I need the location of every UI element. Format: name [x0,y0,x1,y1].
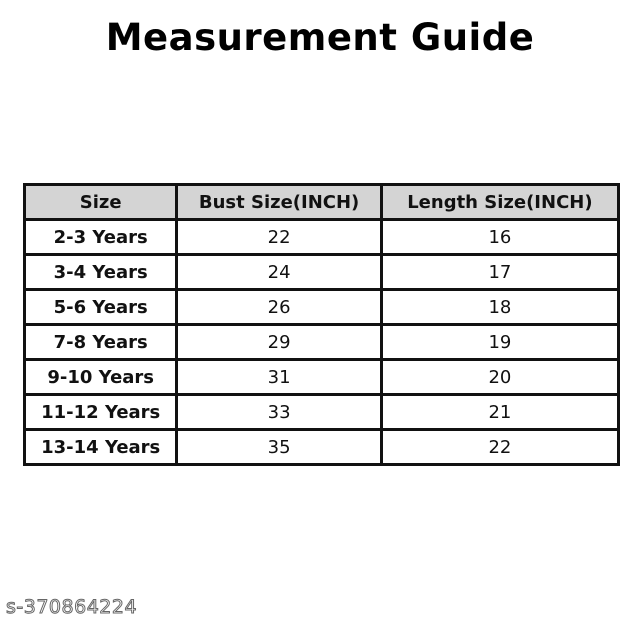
bust-cell: 24 [175,253,383,291]
length-cell: 19 [379,323,621,361]
length-cell: 18 [379,288,621,326]
size-cell: 2-3 Years [22,218,179,256]
size-cell: 13-14 Years [22,428,179,466]
table-row: 9-10 Years 31 20 [22,358,621,396]
table-row: 3-4 Years 24 17 [22,253,621,291]
measurement-table: Size Bust Size(INCH) Length Size(INCH) 2… [22,183,621,466]
header-length: Length Size(INCH) [379,183,621,221]
size-cell: 5-6 Years [22,288,179,326]
table-header-row: Size Bust Size(INCH) Length Size(INCH) [22,183,621,221]
table-row: 2-3 Years 22 16 [22,218,621,256]
bust-cell: 31 [175,358,383,396]
size-cell: 7-8 Years [22,323,179,361]
length-cell: 22 [379,428,621,466]
bust-cell: 22 [175,218,383,256]
table-row: 11-12 Years 33 21 [22,393,621,431]
size-cell: 3-4 Years [22,253,179,291]
bust-cell: 35 [175,428,383,466]
bust-cell: 29 [175,323,383,361]
page-title: Measurement Guide [105,16,535,59]
table-row: 13-14 Years 35 22 [22,428,621,466]
watermark: s-370864224 [5,596,138,619]
size-cell: 9-10 Years [22,358,179,396]
header-bust: Bust Size(INCH) [175,183,383,221]
size-cell: 11-12 Years [22,393,179,431]
length-cell: 17 [379,253,621,291]
header-size: Size [22,183,179,221]
bust-cell: 33 [175,393,383,431]
length-cell: 20 [379,358,621,396]
length-cell: 21 [379,393,621,431]
bust-cell: 26 [175,288,383,326]
length-cell: 16 [379,218,621,256]
table-row: 5-6 Years 26 18 [22,288,621,326]
table-row: 7-8 Years 29 19 [22,323,621,361]
